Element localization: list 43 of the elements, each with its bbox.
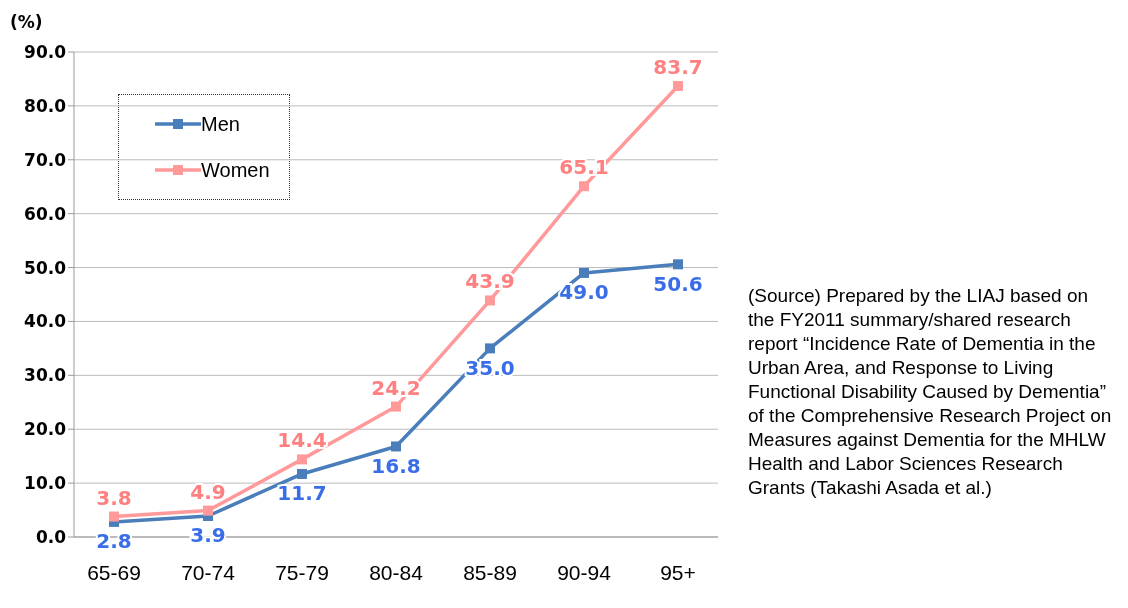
x-tick-label: 80-84	[369, 560, 424, 584]
point	[109, 511, 119, 522]
legend-label: Men	[201, 112, 240, 136]
x-tick-label: 90-94	[557, 560, 612, 584]
point	[297, 454, 307, 465]
x-tick-label: 70-74	[181, 560, 236, 584]
data-label: 3.9	[190, 523, 226, 548]
data-label: 14.4	[277, 428, 327, 453]
point	[203, 505, 213, 516]
y-tick-label: 20.0	[24, 419, 67, 440]
x-tick-label: 65-69	[87, 560, 141, 584]
x-tick-label: 75-79	[275, 560, 329, 584]
y-tick-label: 0.0	[35, 527, 67, 548]
point	[673, 80, 683, 91]
data-label: 4.9	[190, 479, 226, 504]
y-tick-label: 40.0	[24, 311, 67, 332]
data-label: 50.6	[653, 271, 703, 296]
y-tick-label: 50.0	[24, 257, 67, 278]
point	[297, 468, 307, 479]
y-tick-label: 80.0	[24, 95, 67, 116]
data-label: 11.7	[277, 481, 327, 506]
data-label: 83.7	[653, 54, 703, 79]
y-tick-label: 70.0	[24, 149, 67, 170]
y-tick-label: 10.0	[24, 473, 67, 494]
point	[579, 267, 589, 278]
legend-label: Women	[201, 158, 270, 182]
x-tick-label: 95+	[660, 560, 696, 584]
point	[673, 259, 683, 270]
data-label: 3.8	[96, 485, 132, 510]
data-label: 16.8	[371, 453, 421, 478]
data-label: 2.8	[96, 529, 132, 554]
point	[485, 343, 495, 354]
y-axis-title: (%)	[10, 12, 43, 32]
y-tick-label: 60.0	[24, 203, 67, 224]
point	[579, 181, 589, 192]
data-label: 49.0	[559, 280, 609, 305]
point	[485, 295, 495, 306]
y-tick-label: 30.0	[24, 365, 67, 386]
y-tick-label: 90.0	[24, 42, 67, 63]
point	[391, 441, 401, 452]
point	[391, 401, 401, 412]
x-tick-label: 85-89	[463, 560, 517, 584]
text: (Source) Prepared by the LIAJ based on the FY2011 summary/shared research report “Incidence Rate of Dementia in the Urban Area, and Response to Living Functional Disability Caused by Dementia” of the Comprehensive Research Project on Measures against Dementia for the MHLW Health and Labor Sciences Research Grants (Takashi Asada et al.)	[748, 285, 1112, 498]
